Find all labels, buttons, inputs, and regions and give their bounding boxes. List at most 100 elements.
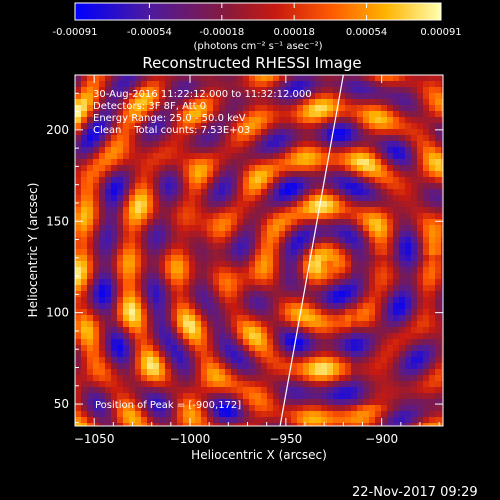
heatmap-cell	[183, 135, 189, 141]
heatmap-cell	[231, 387, 237, 393]
heatmap-cell	[81, 309, 87, 315]
heatmap-cell	[141, 159, 147, 165]
heatmap-cell	[321, 75, 327, 81]
heatmap-cell	[129, 381, 135, 387]
heatmap-cell	[303, 333, 309, 339]
heatmap-cell	[321, 267, 327, 273]
heatmap-cell	[297, 333, 303, 339]
heatmap-cell	[387, 183, 393, 189]
heatmap-cell	[309, 297, 315, 303]
heatmap-cell	[279, 177, 285, 183]
heatmap-cell	[165, 129, 171, 135]
heatmap-cell	[315, 159, 321, 165]
heatmap-cell	[327, 255, 333, 261]
heatmap-cell	[249, 351, 255, 357]
heatmap-cell	[75, 405, 81, 411]
heatmap-cell	[141, 105, 147, 111]
heatmap-cell	[111, 399, 117, 405]
heatmap-cell	[435, 345, 441, 351]
heatmap-cell	[333, 279, 339, 285]
heatmap-cell	[117, 225, 123, 231]
heatmap-cell	[261, 285, 267, 291]
heatmap-cell	[111, 291, 117, 297]
heatmap-cell	[375, 135, 381, 141]
heatmap-cell	[93, 255, 99, 261]
heatmap-cell	[291, 207, 297, 213]
heatmap-cell	[357, 303, 363, 309]
heatmap-cell	[333, 243, 339, 249]
heatmap-cell	[195, 261, 201, 267]
heatmap-cell	[81, 315, 87, 321]
heatmap-cell	[345, 189, 351, 195]
heatmap-cell	[357, 201, 363, 207]
heatmap-cell	[249, 405, 255, 411]
heatmap-cell	[411, 255, 417, 261]
heatmap-cell	[177, 363, 183, 369]
heatmap-cell	[207, 111, 213, 117]
y-tick-label: 150	[46, 214, 69, 228]
heatmap-cell	[327, 393, 333, 399]
heatmap-cell	[363, 417, 369, 423]
heatmap-cell	[123, 423, 129, 426]
heatmap-cell	[147, 303, 153, 309]
heatmap-cell	[255, 117, 261, 123]
heatmap-cell	[333, 321, 339, 327]
heatmap-cell	[75, 219, 81, 225]
heatmap-cell	[357, 153, 363, 159]
heatmap-cell	[351, 117, 357, 123]
heatmap-cell	[123, 411, 129, 417]
heatmap-cell	[81, 153, 87, 159]
heatmap-cell	[333, 405, 339, 411]
heatmap-cell	[375, 267, 381, 273]
heatmap-cell	[171, 321, 177, 327]
heatmap-cell	[315, 351, 321, 357]
heatmap-cell	[435, 141, 441, 147]
heatmap-cell	[153, 75, 159, 81]
heatmap-cell	[291, 285, 297, 291]
heatmap-cell	[369, 129, 375, 135]
heatmap-cell	[171, 171, 177, 177]
heatmap-cell	[261, 135, 267, 141]
heatmap-cell	[411, 213, 417, 219]
heatmap-cell	[189, 339, 195, 345]
heatmap-cell	[315, 303, 321, 309]
heatmap-cell	[291, 135, 297, 141]
heatmap-cell	[261, 93, 267, 99]
heatmap-cell	[213, 345, 219, 351]
heatmap-cell	[225, 183, 231, 189]
heatmap-cell	[213, 351, 219, 357]
heatmap-cell	[219, 351, 225, 357]
heatmap-cell	[195, 243, 201, 249]
heatmap-cell	[285, 123, 291, 129]
heatmap-cell	[117, 237, 123, 243]
heatmap-cell	[429, 225, 435, 231]
heatmap-cell	[411, 411, 417, 417]
heatmap-cell	[225, 303, 231, 309]
heatmap-cell	[195, 303, 201, 309]
heatmap-cell	[153, 255, 159, 261]
heatmap-cell	[165, 213, 171, 219]
heatmap-cell	[135, 369, 141, 375]
heatmap-cell	[207, 333, 213, 339]
heatmap-cell	[261, 75, 267, 81]
heatmap-cell	[117, 135, 123, 141]
heatmap-cell	[171, 117, 177, 123]
heatmap-cell	[327, 375, 333, 381]
heatmap-cell	[279, 213, 285, 219]
heatmap-cell	[141, 99, 147, 105]
heatmap-cell	[261, 309, 267, 315]
heatmap-cell	[345, 213, 351, 219]
heatmap-cell	[297, 111, 303, 117]
heatmap-cell	[237, 81, 243, 87]
heatmap-cell	[267, 177, 273, 183]
heatmap-cell	[93, 303, 99, 309]
heatmap-cell	[231, 87, 237, 93]
heatmap-cell	[195, 105, 201, 111]
heatmap-cell	[159, 171, 165, 177]
heatmap-cell	[285, 183, 291, 189]
heatmap-cell	[249, 393, 255, 399]
heatmap-cell	[159, 309, 165, 315]
heatmap-cell	[303, 321, 309, 327]
heatmap-cell	[351, 327, 357, 333]
heatmap-cell	[117, 207, 123, 213]
